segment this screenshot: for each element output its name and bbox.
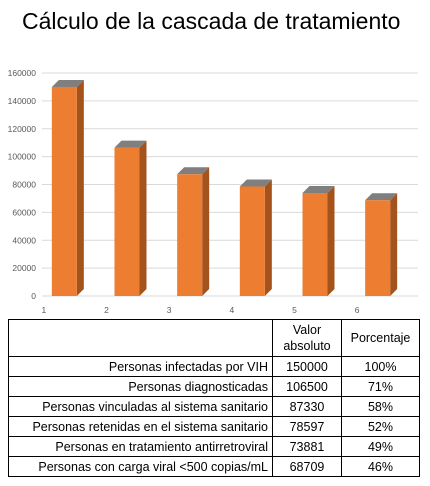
table-row: Personas con carga viral <500 copias/mL … bbox=[8, 456, 420, 477]
row-value: 106500 bbox=[272, 376, 342, 397]
bar-side bbox=[76, 79, 84, 296]
row-percent: 49% bbox=[341, 436, 420, 457]
bar bbox=[51, 86, 77, 296]
bar-side bbox=[202, 167, 210, 296]
bar-chart: 0 20000 40000 60000 80000 100000 120000 140000 1… bbox=[8, 68, 418, 315]
x-tick-label: 1 bbox=[41, 305, 46, 315]
x-tick-label: 4 bbox=[229, 305, 234, 315]
y-tick-label: 140000 bbox=[8, 96, 37, 106]
bar-top bbox=[365, 193, 398, 201]
row-label: Personas infectadas por VIH bbox=[8, 356, 273, 377]
bar-top bbox=[114, 140, 147, 148]
row-value: 150000 bbox=[272, 356, 342, 377]
table-header-valor: Valor absoluto bbox=[272, 319, 342, 357]
table-header-row: Valor absoluto Porcentaje bbox=[8, 319, 420, 357]
data-table: Valor absoluto Porcentaje Personas infec… bbox=[8, 319, 420, 477]
bar-top bbox=[239, 179, 272, 187]
table-header-porcentaje: Porcentaje bbox=[341, 319, 420, 357]
table-row: Personas retenidas en el sistema sanitar… bbox=[8, 416, 420, 437]
x-tick-label: 3 bbox=[167, 305, 172, 315]
row-percent: 71% bbox=[341, 376, 420, 397]
table-row: Personas en tratamiento antirretroviral … bbox=[8, 436, 420, 457]
y-tick-label: 20000 bbox=[12, 263, 36, 273]
row-value: 87330 bbox=[272, 396, 342, 417]
y-tick-label: 40000 bbox=[12, 235, 36, 245]
row-value: 78597 bbox=[272, 416, 342, 437]
y-tick-label: 120000 bbox=[8, 124, 37, 134]
table-row: Personas diagnosticadas 106500 71% bbox=[8, 376, 420, 397]
bar-top bbox=[51, 79, 84, 87]
row-value: 68709 bbox=[272, 456, 342, 477]
chart-title: Cálculo de la cascada de tratamiento bbox=[22, 8, 401, 34]
row-label: Personas con carga viral <500 copias/mL bbox=[8, 456, 273, 477]
row-label: Personas en tratamiento antirretroviral bbox=[8, 436, 273, 457]
row-percent: 100% bbox=[341, 356, 420, 377]
bar-top bbox=[302, 186, 335, 194]
bar bbox=[302, 193, 328, 296]
bar bbox=[365, 200, 391, 296]
x-tick-label: 5 bbox=[292, 305, 297, 315]
y-tick-label: 160000 bbox=[8, 68, 37, 78]
bar bbox=[177, 174, 203, 296]
y-tick-label: 100000 bbox=[8, 152, 37, 162]
y-tick-label: 80000 bbox=[12, 180, 36, 190]
bar bbox=[239, 186, 265, 296]
table-row: Personas vinculadas al sistema sanitario… bbox=[8, 396, 420, 417]
bar-side bbox=[390, 193, 398, 296]
row-label: Personas diagnosticadas bbox=[8, 376, 273, 397]
row-label: Personas retenidas en el sistema sanitar… bbox=[8, 416, 273, 437]
bar-top bbox=[177, 167, 210, 175]
bar-side bbox=[327, 186, 335, 296]
x-tick-label: 6 bbox=[355, 305, 360, 315]
row-value: 73881 bbox=[272, 436, 342, 457]
bar bbox=[114, 147, 140, 296]
table-header-blank bbox=[8, 319, 273, 357]
table-row: Personas infectadas por VIH 150000 100% bbox=[8, 356, 420, 377]
row-percent: 46% bbox=[341, 456, 420, 477]
x-tick-label: 2 bbox=[104, 305, 109, 315]
row-percent: 58% bbox=[341, 396, 420, 417]
y-tick-label: 0 bbox=[31, 291, 36, 301]
row-percent: 52% bbox=[341, 416, 420, 437]
bar-side bbox=[139, 140, 147, 296]
bar-side bbox=[264, 179, 272, 296]
y-tick-label: 60000 bbox=[12, 207, 36, 217]
row-label: Personas vinculadas al sistema sanitario bbox=[8, 396, 273, 417]
